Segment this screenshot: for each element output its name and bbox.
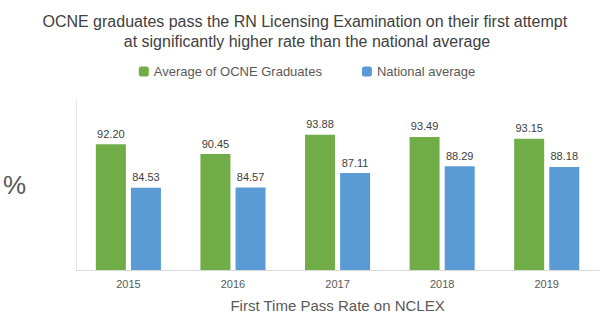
svg-text:84.53: 84.53 <box>132 171 160 183</box>
svg-text:2018: 2018 <box>430 278 454 290</box>
svg-text:88.29: 88.29 <box>446 150 474 162</box>
svg-text:2016: 2016 <box>221 278 245 290</box>
svg-text:92.20: 92.20 <box>97 128 125 140</box>
svg-text:2017: 2017 <box>325 278 349 290</box>
svg-text:2015: 2015 <box>116 278 140 290</box>
svg-text:%: % <box>3 170 26 200</box>
svg-text:87.11: 87.11 <box>342 157 369 169</box>
svg-text:OCNE graduates pass the RN Lic: OCNE graduates pass the RN Licensing Exa… <box>42 13 571 30</box>
svg-text:National average: National average <box>377 64 475 79</box>
svg-text:First Time Pass Rate on NCLEX: First Time Pass Rate on NCLEX <box>230 297 444 314</box>
svg-text:93.15: 93.15 <box>515 122 543 134</box>
svg-text:90.45: 90.45 <box>202 138 230 150</box>
svg-text:2019: 2019 <box>534 278 558 290</box>
svg-text:93.49: 93.49 <box>411 120 439 132</box>
svg-text:at significantly higher rate t: at significantly higher rate than the na… <box>124 33 491 50</box>
svg-text:84.57: 84.57 <box>237 171 265 183</box>
svg-text:93.88: 93.88 <box>306 118 334 130</box>
svg-text:88.18: 88.18 <box>550 150 578 162</box>
svg-text:Average of OCNE Graduates: Average of OCNE Graduates <box>154 64 323 79</box>
